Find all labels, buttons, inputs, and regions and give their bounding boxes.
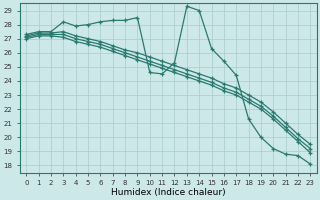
X-axis label: Humidex (Indice chaleur): Humidex (Indice chaleur) (111, 188, 226, 197)
